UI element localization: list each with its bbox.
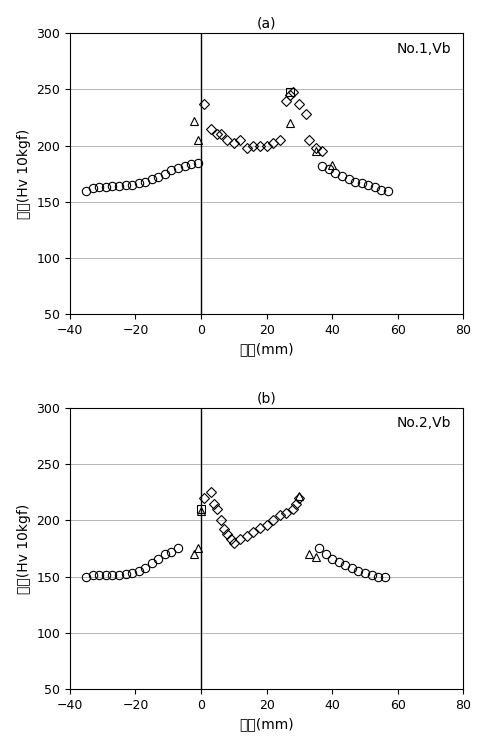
Title: (a): (a) bbox=[257, 16, 276, 31]
X-axis label: 位置(mm): 位置(mm) bbox=[239, 343, 294, 357]
Y-axis label: 硬さ(Hv 10kgf): 硬さ(Hv 10kgf) bbox=[17, 503, 31, 594]
Text: No.2,Vb: No.2,Vb bbox=[397, 417, 451, 430]
Y-axis label: 硬さ(Hv 10kgf): 硬さ(Hv 10kgf) bbox=[17, 129, 31, 219]
Text: No.1,Vb: No.1,Vb bbox=[397, 42, 451, 55]
X-axis label: 位置(mm): 位置(mm) bbox=[239, 717, 294, 732]
Title: (b): (b) bbox=[257, 391, 276, 405]
